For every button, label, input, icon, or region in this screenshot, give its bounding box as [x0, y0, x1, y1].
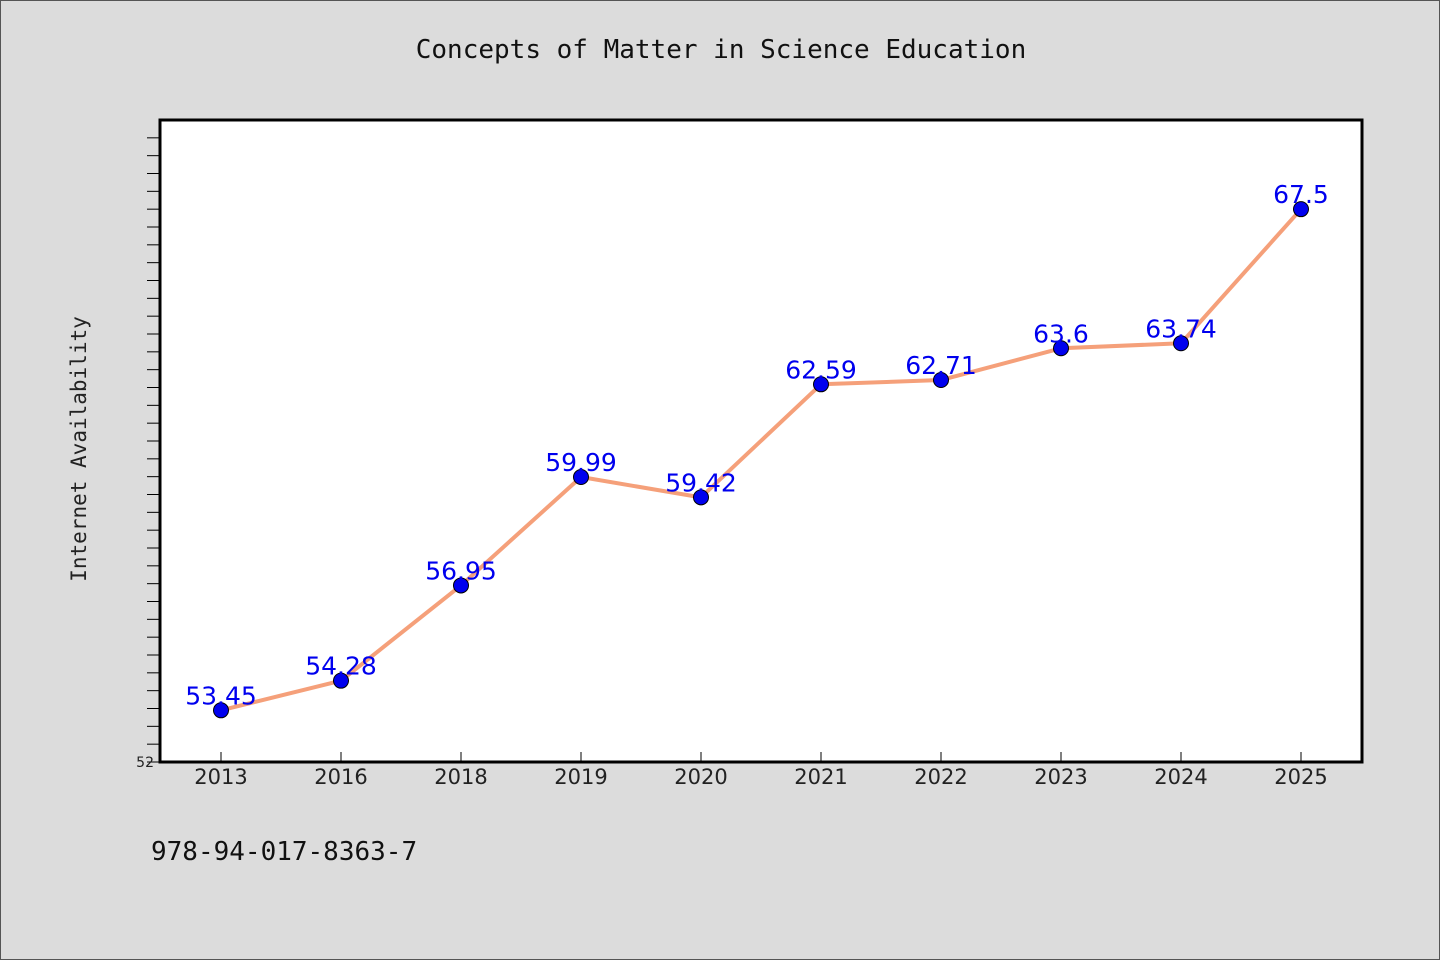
data-label: 62.71 [905, 351, 977, 380]
data-label: 62.59 [785, 355, 857, 384]
data-label: 54.28 [305, 652, 377, 681]
data-label: 53.45 [185, 681, 257, 710]
x-tick-label: 2018 [434, 765, 487, 789]
data-point [1053, 340, 1069, 357]
data-label: 67.5 [1273, 180, 1329, 209]
series-line [220, 207, 1303, 713]
x-tick-label: 2013 [194, 765, 247, 789]
data-point [213, 702, 229, 719]
data-markers [213, 201, 1309, 719]
data-label: 63.74 [1145, 314, 1217, 343]
x-tick-label: 2020 [674, 765, 727, 789]
y-axis-ticks: 52 [136, 137, 160, 771]
data-point [453, 577, 469, 594]
data-point [693, 489, 709, 506]
data-point [933, 372, 949, 389]
data-labels: 53.45 54.28 56.95 59.99 59.42 62.59 62.71 63.6 6… [185, 180, 1329, 710]
data-label: 59.42 [665, 468, 737, 497]
x-tick-label: 2022 [914, 765, 967, 789]
chart-title: Concepts of Matter in Science Education [415, 35, 1027, 65]
data-point [333, 672, 349, 689]
x-tick-label: 2025 [1274, 765, 1327, 789]
x-tick-label: 2019 [554, 765, 607, 789]
data-label: 59.99 [545, 448, 617, 477]
x-tick-label: 2024 [1154, 765, 1207, 789]
data-label: 56.95 [425, 556, 497, 585]
data-point [813, 376, 829, 393]
x-tick-label: 2021 [794, 765, 847, 789]
y-tick-label: 52 [136, 755, 154, 771]
x-tick-label: 2023 [1034, 765, 1087, 789]
footer-code: 978-94-017-8363-7 [151, 837, 418, 867]
data-label: 63.6 [1033, 319, 1089, 348]
data-point [573, 469, 589, 486]
x-tick-label: 2016 [314, 765, 367, 789]
data-point [1293, 201, 1309, 218]
x-axis-ticks: 2013 2016 2018 2019 2020 2021 2022 2023 2024 2025 [194, 752, 1328, 789]
data-point [1173, 335, 1189, 352]
